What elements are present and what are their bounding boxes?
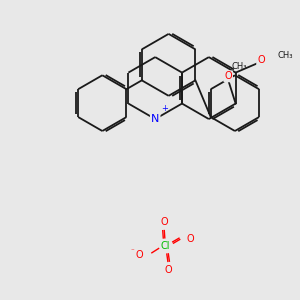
- Text: ⁻: ⁻: [130, 248, 134, 254]
- Text: O: O: [224, 71, 232, 81]
- Text: N: N: [151, 114, 159, 124]
- Text: O: O: [160, 218, 168, 227]
- Text: CH₃: CH₃: [231, 62, 247, 71]
- Text: +: +: [161, 104, 168, 113]
- Text: Cl: Cl: [161, 241, 170, 251]
- Text: O: O: [136, 250, 143, 260]
- Text: O: O: [186, 233, 194, 244]
- Text: O: O: [165, 265, 172, 275]
- Text: CH₃: CH₃: [277, 51, 292, 60]
- Text: O: O: [257, 55, 265, 65]
